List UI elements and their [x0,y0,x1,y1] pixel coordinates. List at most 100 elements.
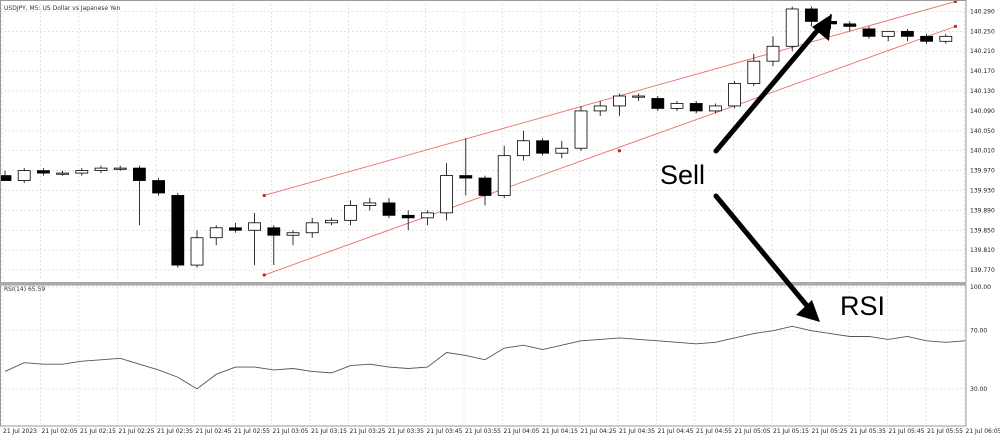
candle-body [728,83,741,107]
candle-body [939,35,953,42]
price-tick-label: 139.810 [970,247,995,254]
sell-arrow-line [713,22,825,154]
candle-body [248,222,262,231]
time-tick-label: 21 Jul 05:05 [735,428,771,435]
candle-body [920,35,933,42]
channel-line [264,1,956,196]
candle-body [401,214,415,219]
price-tick-label: 139.770 [970,267,995,274]
rsi-title: RSI(14) 65.59 [4,286,45,293]
channel-anchor-point [262,193,266,198]
candle-body [37,170,50,174]
time-tick-label: 21 Jul 03:15 [311,428,347,435]
time-tick-label: 21 Jul 02:45 [196,428,232,435]
price-tick-label: 140.290 [970,8,995,15]
rsi-arrow-head [796,300,820,322]
time-tick-label: 21 Jul 2023 [3,428,37,435]
time-tick-label: 21 Jul 04:35 [619,428,655,435]
price-tick-label: 139.970 [970,168,995,175]
rsi-tick-label: 100.00 [970,284,991,291]
time-tick-label: 21 Jul 03:55 [465,428,501,435]
candle-body [132,167,146,181]
time-tick-label: 21 Jul 05:25 [812,428,848,435]
time-tick-label: 21 Jul 05:35 [850,428,886,435]
candle-body [344,205,358,221]
candle-body [171,195,185,266]
channel-anchor-point [262,273,266,277]
candle-body [785,8,799,47]
candle-body [190,237,204,266]
candle-body [56,172,69,175]
candle-body [536,140,549,154]
time-tick-label: 21 Jul 04:15 [542,428,578,435]
sell-arrow-head [812,14,832,41]
price-tick-label: 140.250 [970,28,995,35]
time-tick-label: 21 Jul 05:45 [889,428,925,435]
candle-body [94,167,108,171]
channel-line [264,25,956,276]
price-tick-label: 140.170 [970,68,995,75]
price-tick-label: 140.090 [970,108,995,115]
time-tick-label: 21 Jul 03:25 [350,428,386,435]
candle-body [709,105,722,112]
price-tick-label: 139.850 [970,227,995,234]
candle-body [805,8,818,22]
time-tick-label: 21 Jul 03:35 [388,428,424,435]
time-tick-label: 21 Jul 06:05 [966,428,1000,435]
rsi-panel [4,325,966,390]
candle-body [459,175,473,179]
candle-body [17,170,31,181]
candle-body [228,227,242,231]
time-tick-label: 21 Jul 03:45 [427,428,463,435]
candle-body [75,170,89,174]
price-tick-label: 139.890 [970,207,995,214]
candle-body [747,60,761,84]
candle-body [363,202,377,206]
candle-body [593,105,607,112]
candle-body [382,202,396,216]
time-tick-label: 21 Jul 02:05 [42,428,78,435]
rsi-tick-label: 70.00 [970,328,987,335]
grid [0,4,966,424]
candle-body [613,95,626,107]
candle-body [209,227,223,239]
candle-body [113,167,127,170]
candle-body [632,95,645,98]
price-tick-label: 140.210 [970,48,995,55]
time-tick-label: 21 Jul 04:25 [581,428,617,435]
candle-body [670,103,684,109]
candle-body [420,212,434,219]
candle-body [881,30,895,37]
time-tick-label: 21 Jul 02:25 [119,428,155,435]
time-tick-label: 21 Jul 02:55 [234,428,270,435]
candle-body [843,23,857,27]
rsi-label: RSI [840,291,885,321]
candle-body [766,45,780,62]
candle-body [517,140,530,157]
candle-body [286,232,300,236]
time-tick-label: 21 Jul 02:15 [80,428,116,435]
candle-body [152,180,166,194]
price-tick-label: 140.010 [970,148,995,155]
candle-body [267,227,281,236]
time-tick-label: 21 Jul 05:55 [927,428,963,435]
rsi-tick-label: 30.00 [970,386,987,393]
candle-body [305,222,319,234]
rsi-arrow-line [713,193,811,310]
time-tick-label: 21 Jul 04:55 [696,428,732,435]
time-tick-label: 21 Jul 05:15 [773,428,809,435]
candle-body [689,103,703,112]
time-tick-label: 21 Jul 04:45 [658,428,694,435]
candle-body [901,30,914,37]
price-tick-label: 140.050 [970,128,995,135]
candle-body [555,147,569,154]
price-tick-label: 140.130 [970,88,995,95]
candle-body [0,175,12,181]
time-tick-label: 21 Jul 02:35 [157,428,193,435]
price-tick-label: 139.930 [970,187,995,194]
candle-body [478,177,492,196]
channel-anchor-point [953,24,958,28]
